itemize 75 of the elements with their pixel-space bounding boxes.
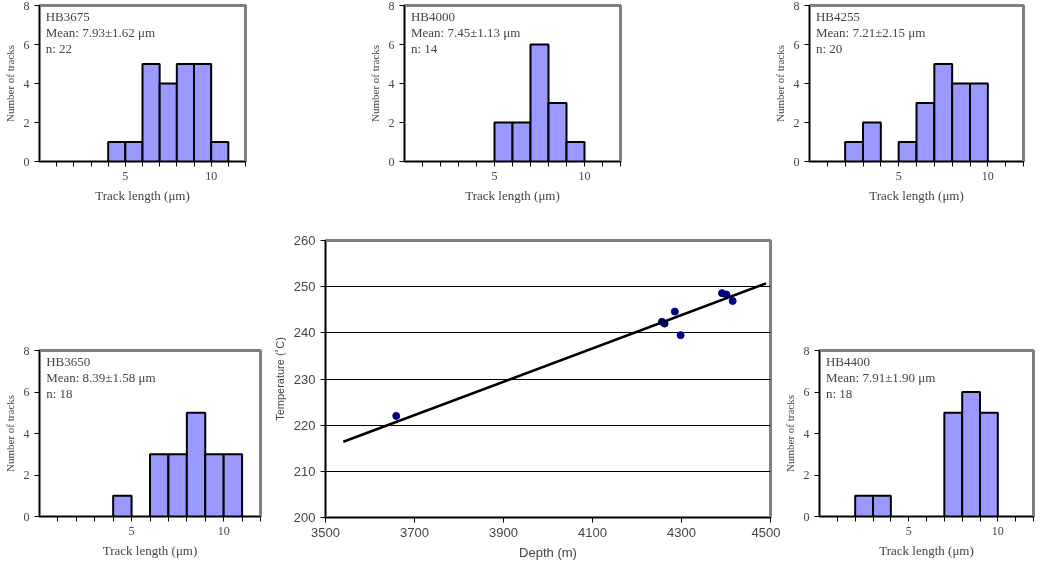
x-axis-title: Track length (μm): [879, 542, 974, 558]
y-tick-label: 4: [803, 426, 810, 441]
x-tick-label: 4100: [578, 524, 607, 540]
y-tick-label: 8: [23, 0, 30, 13]
y-tick-label: 0: [803, 509, 810, 524]
annotation: Mean: 7.91±1.90 μm: [825, 369, 936, 385]
x-axis-title: Track length (μm): [95, 187, 190, 203]
annotation: Mean: 7.93±1.62 μm: [45, 24, 156, 40]
x-tick-label: 3500: [311, 524, 340, 540]
annotation: n: 22: [45, 40, 73, 56]
y-tick-label: 4: [23, 76, 30, 91]
x-tick-label: 4300: [667, 524, 696, 540]
chart-title: HB4255: [815, 8, 860, 24]
x-tick-label: 3900: [489, 524, 518, 540]
y-tick-label: 2: [803, 468, 810, 482]
y-axis-title: Number of tracks: [773, 45, 786, 122]
y-tick-label: 6: [23, 385, 30, 399]
x-tick-label: 10: [217, 523, 230, 538]
x-tick-label: 5: [128, 523, 135, 538]
annotation: n: 18: [825, 385, 853, 401]
annotation: Mean: 8.39±1.58 μm: [46, 369, 156, 385]
y-tick-label: 4: [23, 426, 30, 441]
y-axis-title: Number of tracks: [783, 395, 796, 472]
x-tick-label: 5: [122, 168, 129, 183]
y-tick-label: 200: [293, 510, 316, 525]
y-axis-title: Number of tracks: [368, 45, 381, 122]
x-tick-label: 5: [905, 523, 912, 538]
y-tick-label: 210: [293, 463, 316, 479]
annotation: n: 14: [410, 40, 438, 56]
y-tick-label: 6: [388, 37, 395, 52]
y-tick-label: 240: [293, 325, 316, 341]
y-tick-label: 2: [23, 115, 30, 130]
y-tick-label: 8: [388, 0, 395, 13]
y-tick-label: 260: [293, 233, 316, 248]
y-tick-label: 250: [293, 279, 316, 295]
chart-title: HB4400: [825, 353, 870, 369]
chart-title: HB4000: [410, 8, 456, 24]
annotation: Mean: 7.21±2.15 μm: [815, 24, 926, 40]
y-axis-title: Temperature (˚C): [273, 337, 286, 421]
y-tick-label: 0: [388, 154, 395, 169]
x-axis-title: Depth (m): [519, 544, 577, 560]
y-tick-label: 0: [23, 509, 30, 524]
chart-title: HB3675: [45, 8, 90, 24]
y-tick-label: 2: [23, 468, 30, 482]
y-tick-label: 4: [793, 76, 800, 91]
x-tick-label: 5: [491, 168, 498, 183]
y-tick-label: 6: [803, 385, 810, 399]
x-tick-label: 10: [205, 168, 218, 183]
y-tick-label: 4: [388, 76, 395, 91]
y-axis-title: Number of tracks: [3, 45, 16, 122]
x-tick-label: 5: [895, 168, 902, 183]
x-axis-title: Track length (μm): [102, 542, 198, 558]
x-tick-label: 10: [578, 168, 591, 183]
y-tick-label: 6: [793, 37, 800, 52]
x-axis-title: Track length (μm): [465, 187, 560, 203]
x-axis-title: Track length (μm): [869, 187, 964, 203]
annotation: Mean: 7.45±1.13 μm: [410, 24, 521, 40]
y-tick-label: 0: [23, 154, 30, 169]
chart-title: HB3650: [46, 353, 91, 369]
y-tick-label: 8: [803, 343, 810, 358]
x-tick-label: 3700: [400, 524, 429, 540]
y-tick-label: 2: [388, 115, 395, 130]
y-tick-label: 8: [793, 0, 800, 13]
y-tick-label: 2: [793, 115, 800, 130]
y-tick-label: 8: [23, 343, 30, 358]
y-axis-title: Number of tracks: [3, 395, 16, 472]
annotation: n: 20: [815, 40, 843, 56]
y-tick-label: 6: [23, 37, 30, 52]
y-tick-label: 0: [793, 154, 800, 169]
x-tick-label: 4500: [751, 524, 781, 540]
y-tick-label: 220: [293, 417, 316, 433]
x-tick-label: 10: [981, 168, 994, 183]
annotation: n: 18: [46, 385, 73, 401]
y-tick-label: 230: [293, 371, 316, 387]
x-tick-label: 10: [991, 523, 1004, 538]
